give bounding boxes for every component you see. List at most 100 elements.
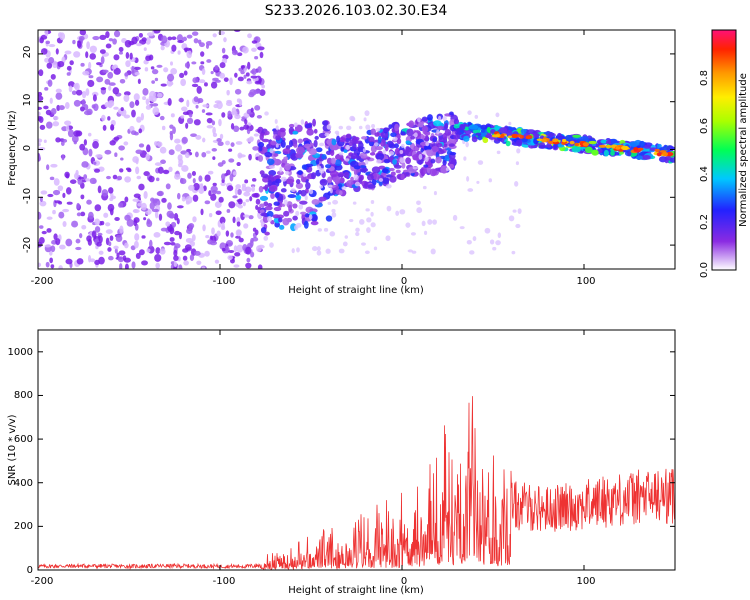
snr-ticks xyxy=(37,330,675,571)
onset-blob xyxy=(405,146,410,151)
tone-blob xyxy=(453,134,461,140)
onset-blob xyxy=(288,139,293,148)
onset-blob xyxy=(436,142,443,148)
noise-blob xyxy=(158,213,163,221)
noise-blob xyxy=(163,67,169,73)
noise-blob xyxy=(195,135,202,140)
onset-blob xyxy=(378,180,384,186)
noise-blob xyxy=(110,124,115,131)
noise-blob xyxy=(193,119,201,126)
tone-blob xyxy=(659,146,668,151)
noise-blob xyxy=(233,125,240,133)
noise-blob xyxy=(130,130,137,136)
faint-blob xyxy=(317,228,322,232)
onset-blob xyxy=(259,195,269,201)
noise-blob xyxy=(249,240,254,248)
noise-blob xyxy=(44,86,49,91)
onset-blob xyxy=(449,163,455,169)
tone-blob xyxy=(520,128,527,134)
faint-blob xyxy=(349,218,354,223)
noise-blob xyxy=(43,105,49,110)
noise-blob xyxy=(87,79,95,88)
tone-core-blob xyxy=(656,152,662,157)
faint-blob xyxy=(285,170,290,176)
noise-blob xyxy=(80,211,86,217)
noise-blob xyxy=(138,32,143,38)
noise-blob xyxy=(113,106,119,110)
noise-blob xyxy=(137,202,143,207)
noise-blob xyxy=(255,204,259,210)
tone-blob xyxy=(553,143,558,150)
onset-blob xyxy=(313,139,318,148)
noise-blob xyxy=(186,117,194,124)
noise-blob xyxy=(79,233,83,239)
onset-blob xyxy=(435,156,442,164)
noise-blob xyxy=(253,133,259,137)
onset-blob xyxy=(424,149,433,154)
onset-blob xyxy=(266,210,274,218)
noise-blob xyxy=(125,60,131,68)
faint-blob xyxy=(515,223,521,229)
onset-blob xyxy=(300,211,307,215)
colorbar-tick-label: 0.2 xyxy=(699,214,710,230)
noise-blob xyxy=(177,192,181,200)
noise-blob xyxy=(46,164,50,171)
noise-blob xyxy=(199,42,205,48)
noise-blob xyxy=(247,33,252,39)
colorbar-tick-label: 0.4 xyxy=(699,166,710,182)
noise-blob xyxy=(145,98,150,106)
tone-blob xyxy=(538,145,547,149)
noise-blob xyxy=(55,137,61,143)
noise-blob xyxy=(188,184,195,191)
noise-blob xyxy=(118,250,126,256)
tone-core-blob xyxy=(654,148,660,153)
onset-blob xyxy=(332,188,337,196)
noise-blob xyxy=(50,163,58,168)
faint-blob xyxy=(275,143,279,148)
faint-blob xyxy=(370,211,374,217)
onset-blob xyxy=(319,178,328,186)
noise-blob xyxy=(181,196,186,202)
onset-blob xyxy=(390,132,397,138)
faint-blob xyxy=(279,166,283,173)
noise-blob xyxy=(173,213,179,221)
onset-blob xyxy=(260,173,269,179)
noise-blob xyxy=(257,66,262,73)
noise-blob xyxy=(206,125,214,129)
noise-blob xyxy=(108,255,114,261)
noise-blob xyxy=(178,158,184,166)
noise-blob xyxy=(173,266,178,269)
noise-blob xyxy=(167,202,172,210)
tone-core-blob xyxy=(615,146,621,150)
noise-blob xyxy=(129,101,135,109)
noise-blob xyxy=(138,128,143,134)
noise-blob xyxy=(235,184,242,190)
onset-blob xyxy=(444,129,452,136)
noise-blob xyxy=(217,141,224,147)
noise-blob xyxy=(108,85,112,91)
colorbar-tick-label: 0.6 xyxy=(699,118,710,134)
noise-blob xyxy=(161,125,166,131)
noise-blob xyxy=(186,148,192,153)
noise-blob xyxy=(159,248,166,255)
noise-blob xyxy=(80,106,85,112)
noise-blob xyxy=(161,35,168,44)
tone-blob xyxy=(610,150,615,156)
spec-ytick-label: 0 xyxy=(22,145,33,151)
noise-blob xyxy=(205,43,210,49)
noise-blob xyxy=(136,175,142,180)
noise-blob xyxy=(161,197,167,203)
noise-blob xyxy=(223,37,227,43)
onset-blob xyxy=(264,151,273,158)
noise-blob xyxy=(59,32,66,41)
noise-blob xyxy=(248,215,254,220)
onset-blob xyxy=(314,135,319,140)
noise-blob xyxy=(119,225,124,234)
noise-blob xyxy=(49,176,55,181)
noise-blob xyxy=(237,188,242,195)
noise-blob xyxy=(97,185,102,194)
noise-blob xyxy=(255,198,261,205)
onset-blob xyxy=(436,125,444,131)
faint-blob xyxy=(365,159,369,165)
noise-blob xyxy=(112,87,120,95)
